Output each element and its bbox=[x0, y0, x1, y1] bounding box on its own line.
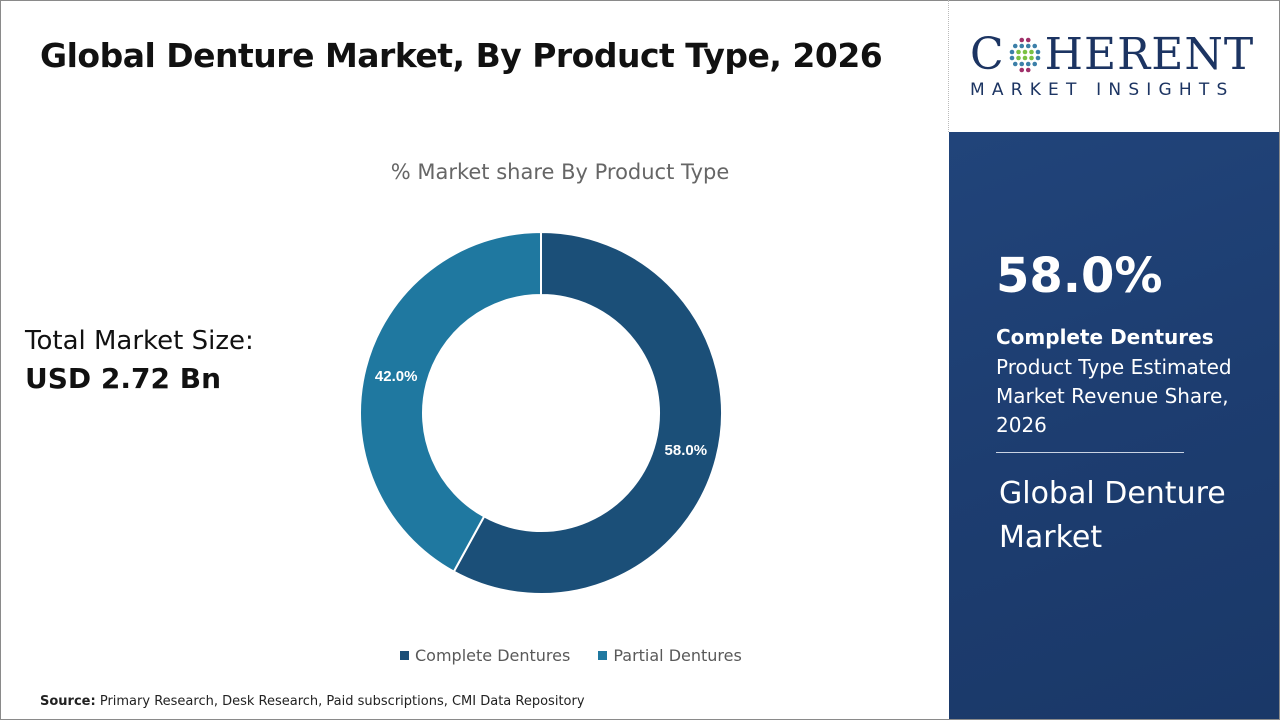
logo-wordmark: C HERENT bbox=[970, 29, 1255, 80]
legend-label: Complete Dentures bbox=[415, 646, 571, 665]
legend-item: Partial Dentures bbox=[598, 646, 742, 665]
highlight-panel: 58.0% Complete Dentures Product Type Est… bbox=[949, 132, 1279, 719]
coherent-logo: C HERENT MARKET INSIGHTS bbox=[970, 29, 1260, 101]
legend-swatch bbox=[598, 651, 608, 660]
market-size-value: USD 2.72 Bn bbox=[25, 362, 221, 395]
market-size-label: Total Market Size: bbox=[25, 326, 254, 356]
data-label: 58.0% bbox=[665, 442, 708, 459]
chart-title: % Market share By Product Type bbox=[390, 160, 730, 184]
panel-divider bbox=[996, 452, 1184, 453]
source-text: Primary Research, Desk Research, Paid su… bbox=[99, 694, 585, 709]
page-title: Global Denture Market, By Product Type, … bbox=[40, 36, 883, 75]
logo-tagline: MARKET INSIGHTS bbox=[970, 80, 1235, 100]
highlight-percent: 58.0% bbox=[996, 248, 1163, 304]
divider bbox=[948, 0, 949, 132]
highlight-market-name: Global Denture Market bbox=[999, 476, 1226, 555]
source-label: Source: bbox=[40, 694, 96, 709]
donut-slice-complete-dentures bbox=[452, 230, 723, 595]
data-label: 42.0% bbox=[375, 368, 418, 385]
highlight-segment: Complete Dentures bbox=[996, 325, 1214, 349]
globe-dots-icon bbox=[1009, 37, 1040, 73]
donut-slice-partial-dentures bbox=[359, 230, 542, 573]
legend-swatch bbox=[400, 651, 409, 660]
source-note: Source: Primary Research, Desk Research,… bbox=[40, 694, 585, 709]
legend-label: Partial Dentures bbox=[613, 646, 742, 665]
chart-legend: Complete Dentures Partial Dentures bbox=[400, 646, 742, 665]
legend-item: Complete Dentures bbox=[400, 646, 570, 665]
highlight-description: Product Type Estimated Market Revenue Sh… bbox=[996, 355, 1232, 437]
